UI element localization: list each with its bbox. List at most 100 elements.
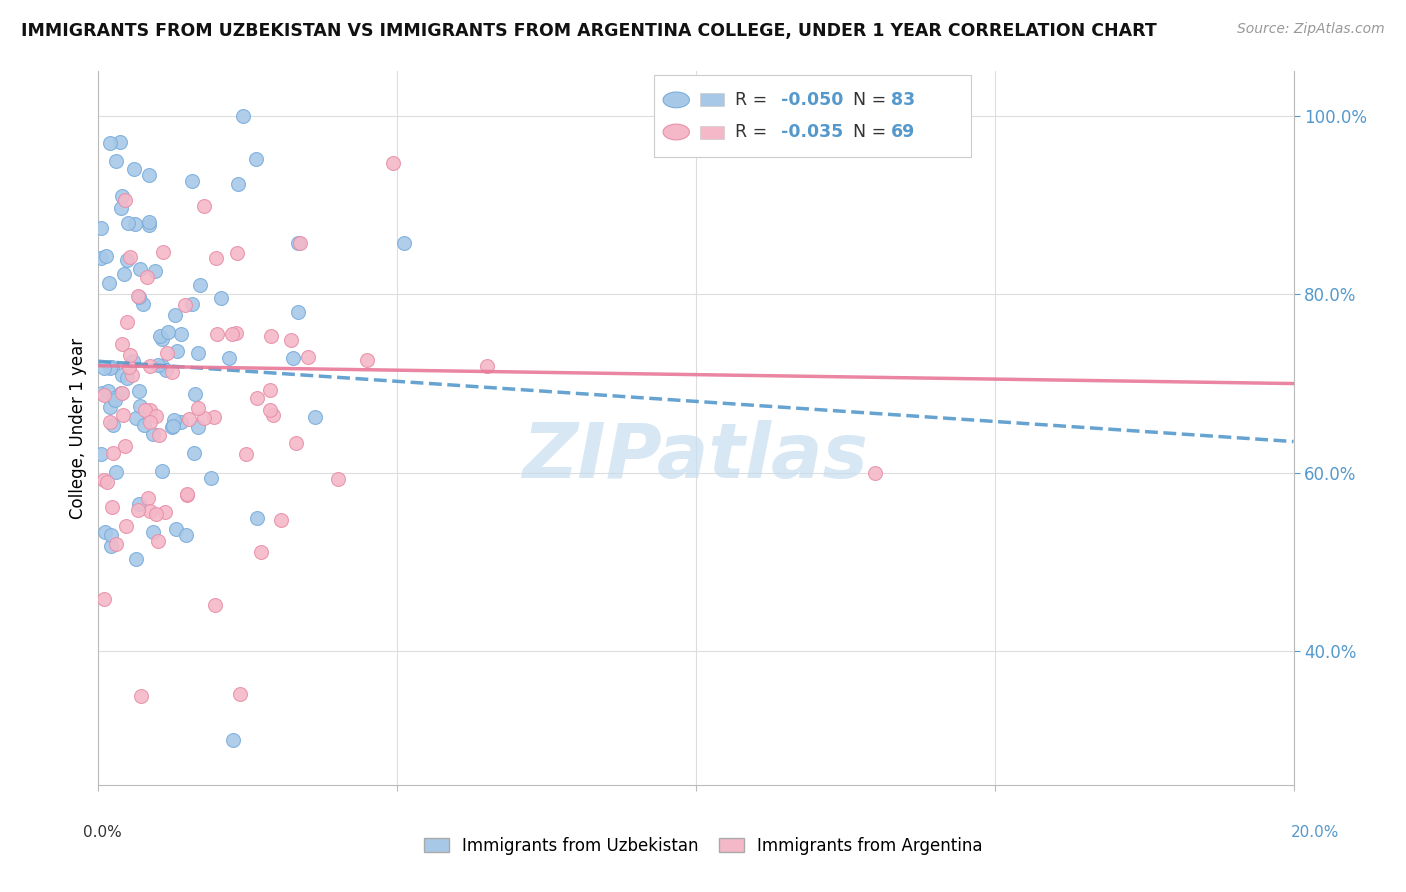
Bar	[700, 94, 724, 106]
Point	[181, 174, 204, 188]
Text: N =: N =	[852, 123, 891, 141]
Point	[115, 253, 138, 268]
Point	[285, 436, 308, 450]
Point	[246, 391, 269, 405]
Point	[112, 267, 135, 281]
Point	[153, 504, 176, 518]
Point	[114, 193, 136, 207]
Point	[187, 419, 209, 434]
Point	[145, 409, 167, 423]
Point	[103, 391, 125, 405]
Point	[222, 733, 245, 747]
Point	[150, 464, 173, 478]
Point	[90, 447, 112, 461]
Point	[174, 528, 197, 542]
Point	[229, 687, 252, 701]
Point	[187, 401, 209, 416]
Point	[139, 503, 162, 517]
Point	[93, 361, 115, 376]
Point	[139, 415, 162, 429]
Point	[165, 309, 187, 323]
Point	[218, 351, 240, 365]
Point	[166, 343, 188, 358]
Bar	[700, 126, 724, 138]
Point	[115, 518, 138, 533]
Point	[103, 418, 125, 433]
Point	[156, 325, 179, 339]
Point	[188, 278, 211, 293]
Point	[110, 385, 132, 400]
Point	[225, 326, 247, 340]
Point	[183, 386, 205, 401]
Point	[280, 334, 302, 348]
Point	[90, 252, 112, 266]
Point	[121, 368, 143, 383]
Point	[100, 528, 122, 542]
Point	[98, 360, 121, 375]
Point	[246, 510, 269, 524]
Point	[183, 446, 205, 460]
Point	[250, 545, 273, 559]
Text: R =: R =	[735, 123, 773, 141]
Point	[148, 358, 170, 372]
Point	[125, 411, 148, 425]
Point	[134, 403, 156, 417]
Point	[145, 507, 167, 521]
Point	[98, 277, 121, 291]
Text: ZIPatlas: ZIPatlas	[523, 420, 869, 493]
Point	[163, 412, 186, 426]
Circle shape	[664, 92, 689, 108]
Point	[193, 411, 215, 425]
Point	[138, 218, 160, 232]
Point	[110, 201, 132, 215]
Point	[281, 351, 304, 366]
Point	[117, 371, 139, 385]
Text: -0.050: -0.050	[780, 91, 844, 109]
Point	[128, 290, 150, 304]
Point	[205, 327, 228, 342]
Point	[132, 296, 155, 310]
Point	[226, 245, 249, 260]
Point	[101, 500, 124, 514]
FancyBboxPatch shape	[654, 75, 972, 157]
Point	[117, 216, 139, 230]
Point	[138, 215, 160, 229]
Point	[98, 136, 122, 150]
Text: 0.0%: 0.0%	[83, 825, 122, 840]
Point	[101, 445, 124, 459]
Point	[97, 384, 120, 398]
Text: N =: N =	[852, 91, 891, 109]
Point	[204, 598, 226, 612]
Point	[111, 189, 134, 203]
Point	[259, 383, 281, 397]
Point	[148, 428, 170, 442]
Point	[118, 359, 141, 374]
Point	[205, 251, 228, 265]
Point	[297, 350, 319, 364]
Point	[382, 156, 405, 170]
Point	[146, 533, 169, 548]
Point	[259, 403, 281, 417]
Y-axis label: College, Under 1 year: College, Under 1 year	[69, 337, 87, 519]
Point	[162, 418, 184, 433]
Point	[149, 328, 172, 343]
Point	[232, 109, 254, 123]
Point	[122, 354, 145, 368]
Point	[235, 447, 257, 461]
Point	[170, 327, 193, 342]
Point	[115, 315, 138, 329]
Point	[356, 353, 378, 368]
Point	[93, 591, 115, 606]
Point	[162, 420, 184, 434]
Point	[170, 415, 193, 429]
Point	[270, 513, 292, 527]
Point	[100, 539, 122, 553]
Point	[125, 552, 148, 566]
Text: IMMIGRANTS FROM UZBEKISTAN VS IMMIGRANTS FROM ARGENTINA COLLEGE, UNDER 1 YEAR CO: IMMIGRANTS FROM UZBEKISTAN VS IMMIGRANTS…	[21, 22, 1157, 40]
Point	[165, 522, 187, 536]
Point	[128, 497, 150, 511]
Point	[202, 409, 225, 424]
Point	[865, 466, 887, 480]
Text: 83: 83	[891, 91, 915, 109]
Point	[129, 689, 152, 703]
